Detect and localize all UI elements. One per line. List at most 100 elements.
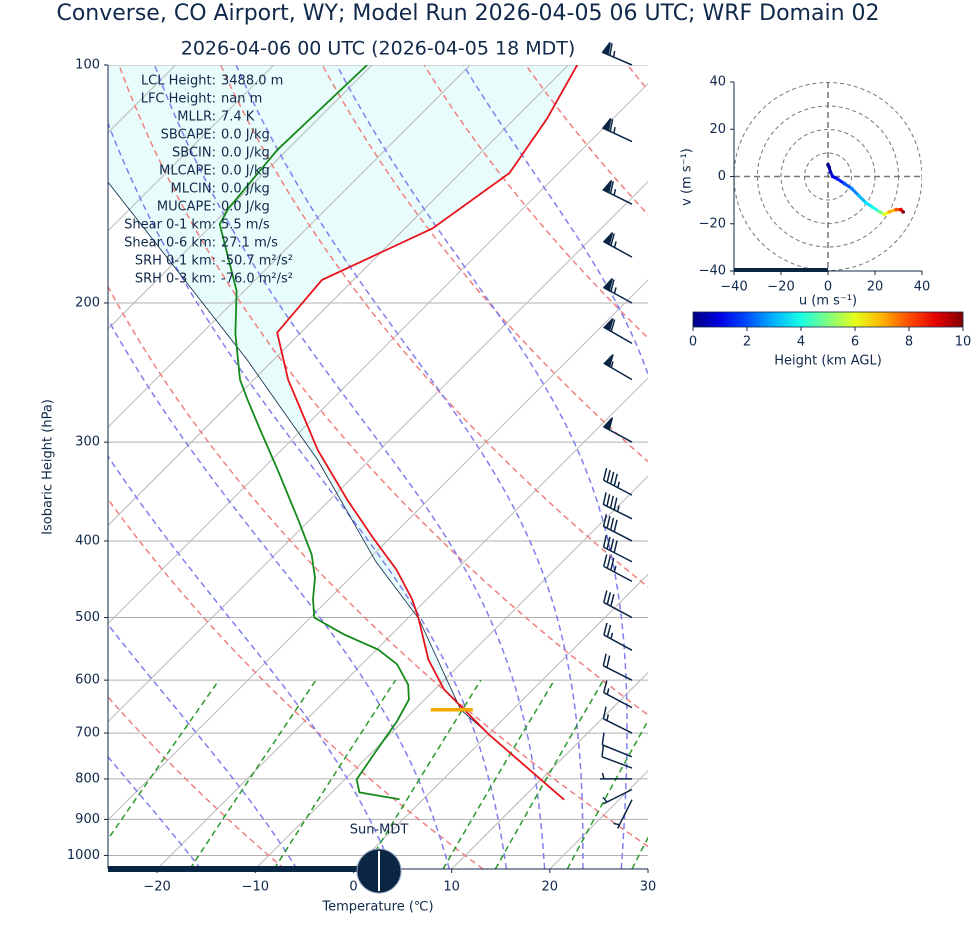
barb-full bbox=[602, 514, 608, 527]
mixing-ratio-line bbox=[679, 680, 775, 869]
stat-label: LFC Height: bbox=[141, 92, 216, 107]
barb-full bbox=[606, 624, 612, 638]
barb-full bbox=[610, 557, 615, 571]
hodograph-point bbox=[899, 207, 903, 212]
barb-full bbox=[610, 279, 615, 292]
mixing-ratio-line bbox=[108, 679, 220, 841]
y-tick-label: 1000 bbox=[67, 848, 100, 863]
wind-barb bbox=[603, 554, 633, 583]
time-bar bbox=[108, 866, 379, 872]
time-label: Sun-MDT bbox=[350, 823, 409, 838]
hodograph-point bbox=[828, 169, 833, 174]
barb-full bbox=[606, 592, 612, 605]
colorbar bbox=[692, 311, 964, 328]
barb-full bbox=[613, 473, 618, 487]
barb-full bbox=[606, 655, 611, 668]
dry-adiabat bbox=[831, 65, 972, 869]
hodograph-y-tick-label: 0 bbox=[718, 169, 726, 184]
wind-barb bbox=[603, 318, 633, 345]
wind-barb bbox=[602, 514, 633, 542]
wind-barb bbox=[603, 354, 633, 381]
stat-value: -76.0 m²/s² bbox=[221, 272, 293, 287]
stat-value: 5.5 m/s bbox=[221, 218, 270, 233]
hodograph-point bbox=[901, 210, 905, 214]
barb-half bbox=[613, 287, 617, 294]
barb-full bbox=[606, 556, 611, 569]
barb-staff bbox=[603, 718, 633, 734]
reference-lines bbox=[108, 65, 972, 869]
barb-full bbox=[602, 653, 607, 667]
dry-adiabat bbox=[525, 65, 648, 216]
mixing-ratio-line bbox=[189, 679, 317, 869]
y-tick-label: 600 bbox=[75, 673, 100, 688]
barb-staff bbox=[603, 479, 633, 496]
barb-staff bbox=[617, 799, 633, 829]
stat-label: Shear 0-6 km: bbox=[124, 236, 216, 251]
moist-adiabat bbox=[108, 755, 202, 869]
hodograph-y-tick-label: 20 bbox=[709, 122, 726, 137]
stat-label: SRH 0-3 km: bbox=[135, 272, 216, 287]
y-tick-label: 500 bbox=[75, 610, 100, 625]
barb-full bbox=[602, 468, 608, 481]
barb-half bbox=[601, 772, 605, 780]
stat-label: MUCAPE: bbox=[157, 200, 216, 215]
hodograph-bar bbox=[734, 268, 828, 272]
barb-flag bbox=[602, 232, 614, 246]
moist-adiabat bbox=[235, 65, 584, 869]
barb-full bbox=[606, 536, 611, 550]
barb-staff bbox=[602, 744, 633, 758]
isotherm bbox=[108, 181, 648, 723]
barb-staff bbox=[603, 546, 633, 563]
barb-half bbox=[616, 505, 620, 512]
y-tick-label: 200 bbox=[75, 295, 100, 310]
hodograph-point bbox=[849, 186, 854, 191]
isotherm bbox=[254, 475, 648, 869]
barb-full bbox=[609, 119, 614, 132]
dewpoint-profile bbox=[218, 65, 410, 801]
mixing-ratio-line bbox=[566, 719, 648, 869]
stat-value: 0.0 J/kg bbox=[221, 200, 270, 215]
mixing-ratio-line bbox=[494, 679, 605, 869]
barb-flag bbox=[601, 118, 612, 132]
wind-barb bbox=[603, 680, 633, 709]
x-tick-label: 0 bbox=[349, 880, 357, 895]
barb-full bbox=[606, 494, 611, 507]
moist-adiabat bbox=[108, 317, 451, 869]
dry-adiabat bbox=[118, 65, 648, 716]
profiles bbox=[108, 65, 578, 801]
hodograph-x-label: u (m s⁻¹) bbox=[799, 294, 857, 309]
isotherm bbox=[451, 671, 648, 869]
barb-full bbox=[606, 515, 611, 529]
wind-barb bbox=[602, 417, 633, 443]
stat-value: 0.0 J/kg bbox=[221, 128, 270, 143]
hodograph-point bbox=[830, 174, 835, 179]
temperature-profile bbox=[276, 65, 578, 801]
chart-title: Converse, CO Airport, WY; Model Run 2026… bbox=[56, 1, 879, 26]
isotherm bbox=[108, 65, 471, 428]
cin-shading bbox=[108, 65, 578, 710]
barb-flag bbox=[602, 180, 613, 194]
barb-half bbox=[610, 632, 614, 639]
barb-flag bbox=[603, 354, 614, 368]
barb-full bbox=[602, 534, 608, 548]
barb-flag bbox=[601, 42, 611, 56]
y-tick-label: 100 bbox=[75, 58, 100, 73]
barb-full bbox=[610, 319, 616, 332]
barb-half bbox=[602, 796, 608, 803]
barb-full bbox=[613, 540, 618, 553]
wind-barb bbox=[602, 468, 633, 496]
barb-full bbox=[602, 706, 607, 719]
hodograph-point bbox=[877, 210, 882, 214]
wind-barb bbox=[602, 492, 633, 520]
barb-half bbox=[613, 189, 617, 196]
stat-value: nan m bbox=[221, 92, 262, 107]
barb-staff bbox=[601, 756, 633, 769]
barb-full bbox=[602, 492, 607, 505]
y-tick-label: 900 bbox=[75, 812, 100, 827]
colorbar-tick-label: 0 bbox=[689, 335, 697, 350]
stat-value: 27.1 m/s bbox=[221, 236, 278, 251]
colorbar-tick-label: 2 bbox=[743, 335, 751, 350]
y-tick-label: 300 bbox=[75, 435, 100, 450]
wind-barb bbox=[602, 788, 633, 805]
